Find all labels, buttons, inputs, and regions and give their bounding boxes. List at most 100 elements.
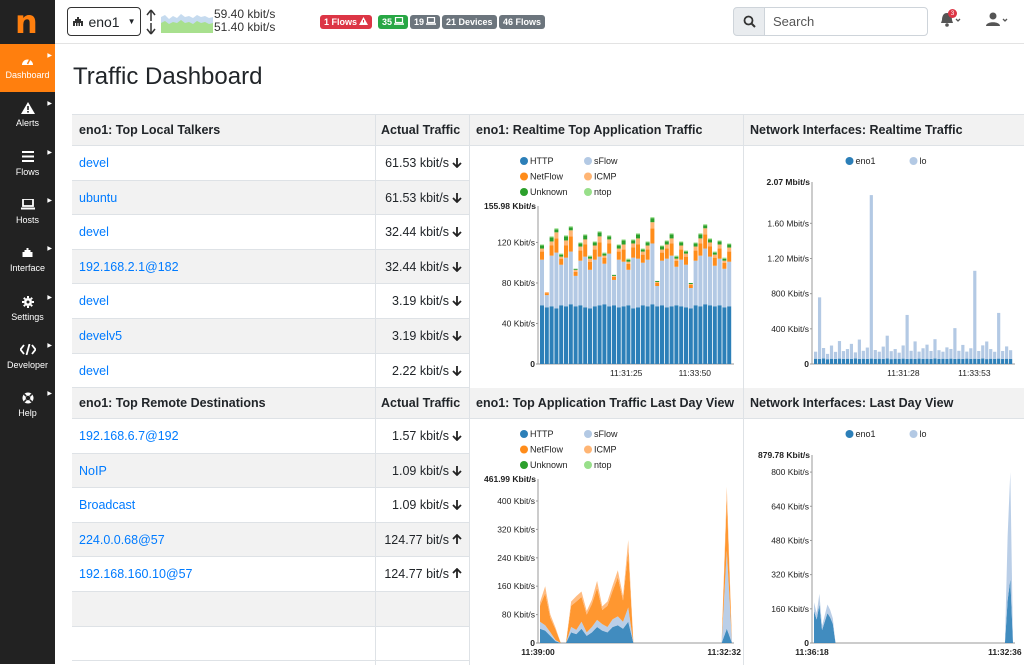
bar-netflow[interactable] [674,260,679,267]
bar-lo[interactable] [957,350,961,359]
bar-lo[interactable] [961,344,965,359]
bar-sflow[interactable] [607,253,612,307]
bar-lo[interactable] [873,350,877,359]
bar-http[interactable] [679,306,684,364]
bar-ntop[interactable] [621,239,626,241]
bar-lo[interactable] [1005,346,1009,359]
host-link[interactable]: 192.168.160.10@57 [79,567,193,582]
bar-eno1[interactable] [981,358,985,364]
interface-dropdown[interactable]: eno1 ▼ [67,7,141,36]
bar-unknown[interactable] [717,241,722,245]
bar-icmp[interactable] [722,260,727,263]
badge-1[interactable]: 1 Flows [320,15,373,29]
bar-ntop[interactable] [568,226,573,228]
bar-ntop[interactable] [583,234,588,236]
host-link[interactable]: 192.168.6.7@192 [79,429,179,443]
bar-icmp[interactable] [664,244,669,249]
bar-sflow[interactable] [636,258,640,308]
legend-label[interactable]: NetFlow [530,445,564,455]
bar-eno1[interactable] [821,358,826,364]
bar-sflow[interactable] [602,263,607,305]
bar-netflow[interactable] [597,242,602,257]
bar-ntop[interactable] [722,257,727,259]
bar-eno1[interactable] [977,358,981,364]
bar-http[interactable] [578,305,583,364]
area-eno1[interactable] [814,578,1013,643]
bar-unknown[interactable] [636,234,640,239]
bar-unknown[interactable] [655,280,660,282]
bar-netflow[interactable] [669,243,674,256]
bar-http[interactable] [727,306,732,364]
bar-unknown[interactable] [626,259,631,262]
bar-eno1[interactable] [957,358,961,364]
bar-icmp[interactable] [621,244,626,250]
sidebar-item-interface[interactable]: Interface ▶ [0,237,55,285]
bar-eno1[interactable] [889,359,893,364]
bar-sflow[interactable] [655,286,660,307]
bar-ntop[interactable] [679,241,684,243]
bar-netflow[interactable] [631,247,636,258]
bar-eno1[interactable] [969,358,973,364]
bar-lo[interactable] [941,351,945,359]
sidebar-item-alerts[interactable]: Alerts ▶ [0,92,55,140]
bar-lo[interactable] [937,350,941,359]
bar-netflow[interactable] [554,238,559,253]
bar-unknown[interactable] [540,245,544,249]
bar-netflow[interactable] [607,243,612,254]
bar-eno1[interactable] [1001,358,1005,364]
bar-ntop[interactable] [703,224,708,226]
bar-eno1[interactable] [929,358,933,364]
bar-lo[interactable] [1009,350,1013,359]
bar-lo[interactable] [913,341,917,359]
host-link[interactable]: 192.168.2.1@182 [79,259,179,274]
bar-unknown[interactable] [597,232,602,237]
bar-ntop[interactable] [607,235,612,237]
legend-label[interactable]: ntop [594,187,612,197]
bar-unknown[interactable] [612,274,616,276]
bar-unknown[interactable] [583,235,588,240]
bar-unknown[interactable] [568,227,573,231]
bar-lo[interactable] [945,347,949,359]
bar-eno1[interactable] [814,358,818,364]
bar-sflow[interactable] [650,243,655,305]
bar-http[interactable] [674,305,679,364]
badge-2[interactable]: 35 [378,15,409,29]
bar-sflow[interactable] [674,266,679,306]
bar-unknown[interactable] [674,256,679,259]
legend-label[interactable]: ntop [594,460,612,470]
bar-netflow[interactable] [703,234,708,249]
bar-sflow[interactable] [544,295,549,308]
bar-sflow[interactable] [540,259,544,306]
bar-netflow[interactable] [559,258,564,265]
bar-sflow[interactable] [703,248,708,305]
bar-unknown[interactable] [698,234,703,239]
badge-3[interactable]: 19 [410,15,441,29]
bar-sflow[interactable] [693,260,698,306]
bar-lo[interactable] [969,348,973,359]
bar-netflow[interactable] [602,257,607,264]
bar-lo[interactable] [933,339,937,359]
bar-ntop[interactable] [554,228,559,230]
bar-sflow[interactable] [708,256,712,306]
bar-unknown[interactable] [727,244,732,248]
bar-lo[interactable] [889,351,893,360]
bar-lo[interactable] [881,346,885,359]
bar-icmp[interactable] [559,256,564,259]
bar-icmp[interactable] [698,238,703,244]
bar-icmp[interactable] [727,247,732,252]
bar-eno1[interactable] [1005,358,1009,364]
bar-eno1[interactable] [897,358,901,364]
area-http[interactable] [540,621,732,643]
bar-lo[interactable] [901,345,905,359]
bar-unknown[interactable] [688,282,693,284]
bar-http[interactable] [564,306,568,364]
user-menu-button[interactable] [986,12,1010,33]
bar-netflow[interactable] [722,262,727,269]
bar-unknown[interactable] [564,236,568,241]
bar-icmp[interactable] [607,239,612,244]
bar-unknown[interactable] [664,241,669,245]
bar-unknown[interactable] [679,242,684,246]
bar-icmp[interactable] [693,246,698,251]
bar-http[interactable] [602,304,607,364]
bar-netflow[interactable] [626,263,631,270]
